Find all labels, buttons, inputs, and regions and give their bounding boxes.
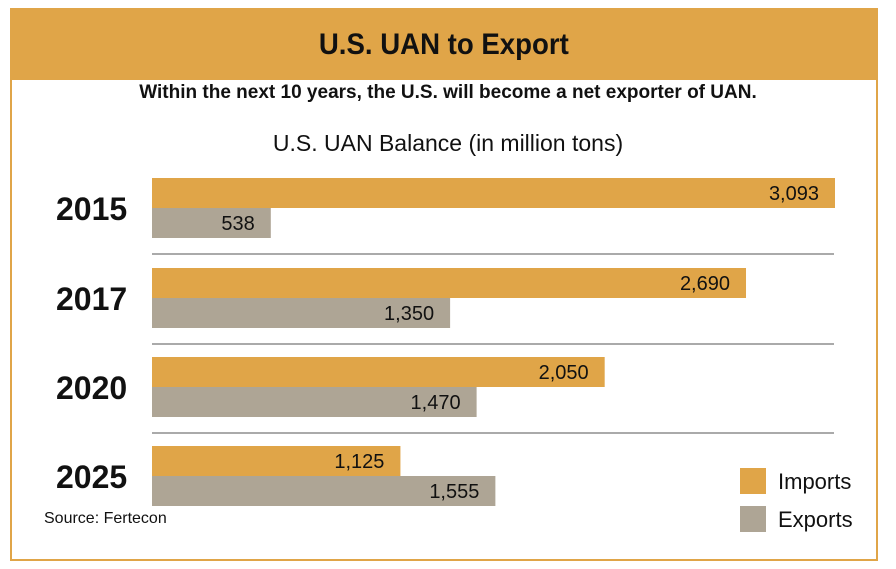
imports-value-label-2015: 3,093 [769,183,819,205]
exports-value-label-2025: 1,555 [429,481,479,503]
subtitle: Within the next 10 years, the U.S. will … [139,82,757,103]
category-label-2017: 2017 [56,281,127,317]
chart-frame: U.S. UAN to Export [10,8,878,561]
imports-bar-2020 [152,357,605,387]
exports-bar-2025 [152,476,496,506]
source-note: Source: Fertecon [44,510,167,527]
exports-value-label-2020: 1,470 [411,392,461,414]
page-title: U.S. UAN to Export [319,28,569,61]
header-band: U.S. UAN to Export [12,10,876,80]
imports-value-label-2025: 1,125 [334,451,384,473]
chart-title: U.S. UAN Balance (in million tons) [272,130,624,156]
exports-legend-label: Exports [778,507,853,532]
imports-legend-label: Imports [778,469,851,494]
exports-bar-2015 [152,208,271,238]
exports-bar-2017 [152,298,451,328]
imports-bar-2017 [152,268,747,298]
category-label-2015: 2015 [56,191,127,227]
exports-bar-2020 [152,387,477,417]
exports-value-label-2017: 1,350 [384,303,434,325]
imports-value-label-2017: 2,690 [680,273,730,295]
imports-value-label-2020: 2,050 [539,362,589,384]
category-label-2025: 2025 [56,459,127,495]
exports-legend-swatch [740,506,766,532]
exports-value-label-2015: 538 [221,213,254,235]
imports-bar-2025 [152,446,401,476]
imports-bar-2015 [152,178,835,208]
imports-legend-swatch [740,468,766,494]
category-label-2020: 2020 [56,370,127,406]
